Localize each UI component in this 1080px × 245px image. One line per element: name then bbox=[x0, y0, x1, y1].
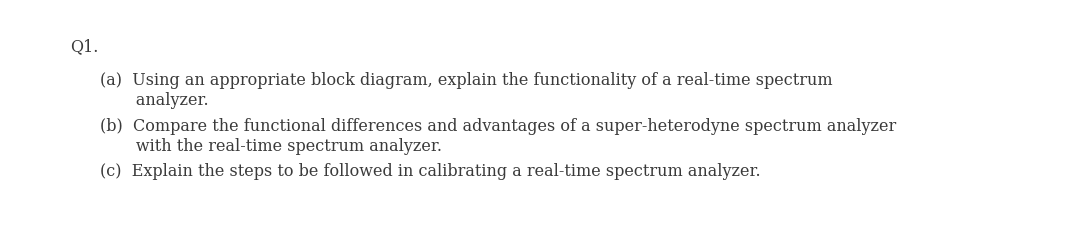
Text: with the real-time spectrum analyzer.: with the real-time spectrum analyzer. bbox=[100, 138, 442, 155]
Text: analyzer.: analyzer. bbox=[100, 92, 208, 109]
Text: (b)  Compare the functional differences and advantages of a super-heterodyne spe: (b) Compare the functional differences a… bbox=[100, 118, 896, 135]
Text: (c)  Explain the steps to be followed in calibrating a real-time spectrum analyz: (c) Explain the steps to be followed in … bbox=[100, 163, 760, 180]
Text: (a)  Using an appropriate block diagram, explain the functionality of a real-tim: (a) Using an appropriate block diagram, … bbox=[100, 72, 833, 89]
Text: Q1.: Q1. bbox=[70, 38, 98, 55]
